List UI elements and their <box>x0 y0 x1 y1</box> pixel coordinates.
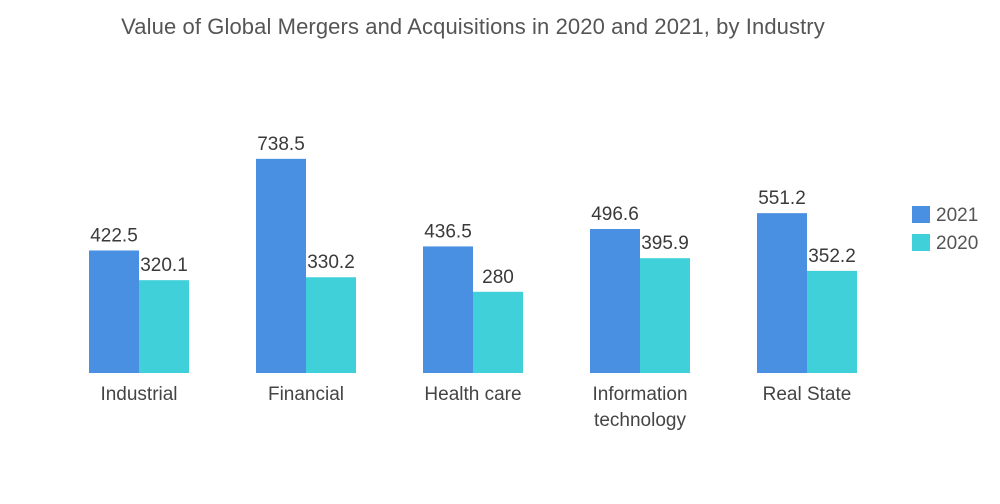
bar-health-care-2021 <box>423 246 473 373</box>
bars-layer <box>89 158 857 373</box>
category-label: Health care <box>424 384 521 405</box>
legend-swatch-2021 <box>912 206 930 223</box>
value-label-real-state-2020: 352.2 <box>808 246 856 267</box>
category-label: Real State <box>763 384 852 405</box>
value-label-health-care-2020: 280 <box>482 267 514 288</box>
bar-industrial-2021 <box>89 250 139 373</box>
value-label-health-care-2021: 436.5 <box>424 221 472 242</box>
value-label-industrial-2020: 320.1 <box>140 255 188 276</box>
value-label-financial-2021: 738.5 <box>257 134 305 155</box>
bar-financial-2020 <box>306 277 356 373</box>
category-label: Industrial <box>100 384 177 405</box>
legend: 2021 2020 <box>912 205 978 254</box>
legend-label-2021: 2021 <box>936 205 978 226</box>
value-label-real-state-2021: 551.2 <box>758 188 806 209</box>
bar-industrial-2020 <box>139 280 189 373</box>
chart-title: Value of Global Mergers and Acquisitions… <box>121 14 825 39</box>
value-label-information-technology-2021: 496.6 <box>591 204 639 225</box>
legend-label-2020: 2020 <box>936 233 978 254</box>
value-label-information-technology-2020: 395.9 <box>641 233 689 254</box>
bar-health-care-2020 <box>473 291 523 373</box>
category-label: technology <box>594 410 686 431</box>
value-label-financial-2020: 330.2 <box>307 252 355 273</box>
bar-real-state-2020 <box>807 270 857 373</box>
category-label: Financial <box>268 384 344 405</box>
category-labels-layer: Industrial Financial Health care Informatio… <box>100 384 851 431</box>
value-label-industrial-2021: 422.5 <box>90 225 138 246</box>
category-label: Information <box>592 384 687 405</box>
bar-information-technology-2021 <box>590 228 640 373</box>
bar-information-technology-2020 <box>640 258 690 373</box>
bar-real-state-2021 <box>757 213 807 373</box>
bar-financial-2021 <box>256 158 306 373</box>
legend-swatch-2020 <box>912 234 930 251</box>
